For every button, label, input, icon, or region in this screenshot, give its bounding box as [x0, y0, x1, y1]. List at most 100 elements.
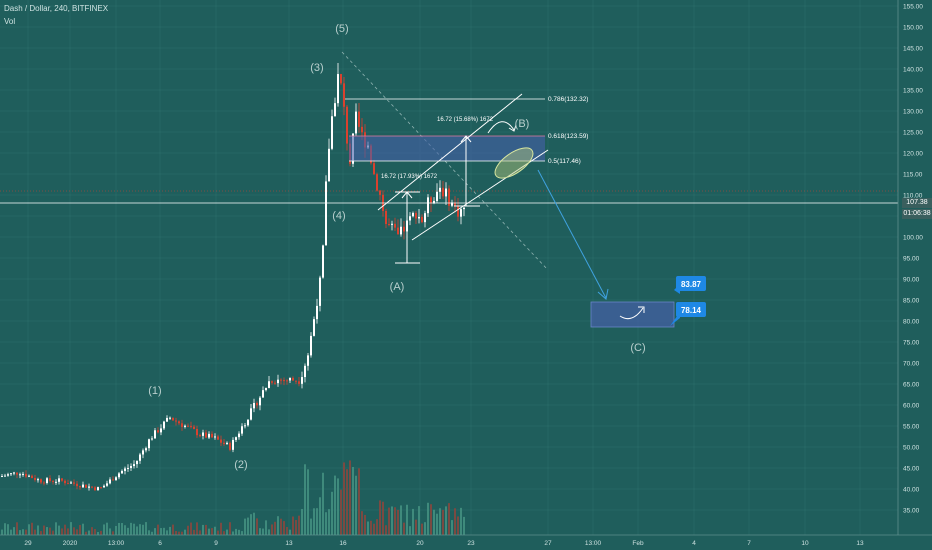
volume-bar — [199, 530, 201, 535]
price-axis[interactable]: 155.00 150.00 145.00 140.00 135.00 130.00 125.… — [903, 4, 923, 515]
grid — [0, 0, 898, 535]
volume-bar — [43, 525, 45, 535]
volume-bar — [205, 524, 207, 535]
candle-body — [385, 210, 387, 224]
candle-body — [325, 181, 327, 246]
candle-body — [412, 212, 414, 217]
volume-bar — [178, 531, 180, 535]
volume-bar — [265, 520, 267, 535]
volume-bar — [220, 522, 222, 535]
volume-bar — [61, 528, 63, 535]
time-axis[interactable]: 29 2020 13:00 6 9 13 16 20 23 27 13:00 Feb 4 7 10 13 — [24, 540, 864, 547]
time-tick: Feb — [632, 540, 644, 547]
candle-body — [421, 216, 423, 223]
volume-bar — [391, 506, 393, 535]
price-tick: 65.00 — [903, 382, 920, 389]
volume-bar — [226, 529, 228, 535]
volume-bar — [73, 527, 75, 535]
candle-body — [4, 475, 6, 477]
price-tick: 80.00 — [903, 319, 920, 326]
price-tick: 140.00 — [903, 67, 923, 74]
candle-body — [358, 111, 360, 127]
volume-bar — [295, 520, 297, 535]
candle-body — [235, 437, 237, 440]
volume-bar — [277, 516, 279, 535]
volume-bar — [247, 517, 249, 535]
candle-body — [457, 205, 459, 217]
volume-bar — [283, 521, 285, 535]
candle-body — [34, 478, 36, 480]
volume-bar — [58, 525, 60, 535]
candle-body — [346, 106, 348, 144]
volume-bar — [250, 514, 252, 535]
price-tick: 155.00 — [903, 4, 923, 11]
candle-body — [232, 439, 234, 450]
candle-body — [436, 191, 438, 201]
callout-2 — [676, 302, 706, 317]
volume-bar — [196, 522, 198, 535]
candle-body — [178, 421, 180, 424]
volume-bar — [424, 522, 426, 535]
volume-bar — [145, 522, 147, 535]
wave-1-label: (1) — [148, 385, 161, 397]
volume-bar — [286, 526, 288, 535]
volume-bar — [37, 525, 39, 535]
volume-bar — [151, 531, 153, 535]
volume-bar — [355, 475, 357, 535]
candle-body — [106, 483, 108, 486]
candle-body — [319, 277, 321, 306]
volume-bar — [118, 522, 120, 535]
candle-body — [286, 380, 288, 382]
candle-body — [451, 202, 453, 206]
volume-bar — [1, 529, 3, 535]
volume-bar — [106, 522, 108, 535]
candle-body — [163, 421, 165, 429]
fib-618-label: 0.618(123.59) — [548, 133, 588, 140]
price-tick: 90.00 — [903, 277, 920, 284]
candle-body — [268, 381, 270, 388]
candle-body — [133, 464, 135, 467]
candle-body — [223, 442, 225, 444]
volume-bar — [382, 501, 384, 535]
time-tick: 10 — [801, 540, 809, 547]
candle-body — [181, 423, 183, 427]
volume-bar — [94, 529, 96, 535]
projection-arrow — [537, 169, 607, 299]
volume-bar — [262, 528, 264, 535]
volume-bar — [133, 523, 135, 535]
volume-bar — [421, 523, 423, 535]
volume-bar — [313, 508, 315, 535]
candle-body — [448, 188, 450, 206]
price-tick: 45.00 — [903, 466, 920, 473]
candle-body — [445, 188, 447, 197]
candle-body — [409, 216, 411, 221]
volume-bar — [316, 508, 318, 535]
volume-bar — [100, 530, 102, 535]
candle-body — [10, 473, 12, 475]
volume-bar — [298, 515, 300, 535]
price-tick: 75.00 — [903, 340, 920, 347]
volume-bar — [256, 518, 258, 535]
candle-body — [313, 319, 315, 336]
volume-bar — [433, 509, 435, 535]
wave-2-label: (2) — [234, 459, 247, 471]
candle-body — [61, 478, 63, 481]
price-tick: 35.00 — [903, 508, 920, 515]
price-tick: 130.00 — [903, 109, 923, 116]
candle-body — [187, 425, 189, 427]
candle-body — [418, 216, 420, 219]
candle-body — [247, 419, 249, 426]
candle-body — [196, 428, 198, 436]
volume-bar — [439, 508, 441, 535]
candle-body — [460, 209, 462, 217]
wave-b-label: (B) — [515, 118, 530, 130]
volume-bar — [166, 530, 168, 535]
candle-body — [49, 478, 51, 481]
symbol-title: Dash / Dollar, 240, BITFINEX — [4, 4, 109, 13]
projection-arrowhead — [597, 288, 609, 300]
volume-bar — [163, 527, 165, 535]
candle-body — [46, 478, 48, 483]
candle-body — [202, 432, 204, 436]
